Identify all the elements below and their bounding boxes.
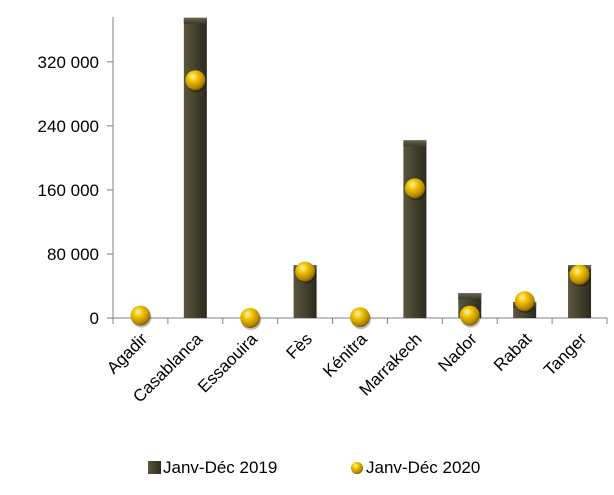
legend-label-2019: Janv-Déc 2019 bbox=[163, 458, 277, 477]
legend-item-2020: Janv-Déc 2020 bbox=[351, 458, 480, 477]
marker-ball bbox=[130, 305, 151, 326]
y-tick-label: 80 000 bbox=[47, 245, 99, 264]
marker-nador bbox=[459, 305, 481, 328]
marker-fès bbox=[295, 261, 317, 284]
y-tick-label: 0 bbox=[90, 309, 99, 328]
x-tick-label: Essaouira bbox=[194, 329, 261, 396]
marker-essaouira bbox=[240, 308, 262, 330]
marker-ball bbox=[185, 70, 206, 91]
axes bbox=[107, 17, 608, 324]
x-tick-label: Nador bbox=[434, 329, 480, 375]
bar-cap bbox=[403, 140, 427, 147]
x-tick-label: Fès bbox=[282, 329, 315, 362]
marker-kénitra bbox=[350, 307, 371, 330]
x-tick-label: Tanger bbox=[540, 329, 590, 379]
y-tick-label: 240 000 bbox=[38, 117, 99, 136]
bar-cap bbox=[183, 17, 207, 24]
x-tick-label: Kénitra bbox=[319, 329, 371, 381]
y-tick-label: 160 000 bbox=[38, 181, 99, 200]
legend-marker-2020 bbox=[351, 462, 363, 474]
marker-ball bbox=[404, 178, 425, 199]
marker-ball bbox=[350, 307, 370, 328]
bar-body bbox=[403, 140, 427, 318]
y-axis-tick-labels: 0 80 000 160 000 240 000 320 000 bbox=[38, 53, 99, 328]
bar-casablanca bbox=[183, 17, 207, 318]
marker-casablanca bbox=[185, 70, 207, 93]
marker-series-2020 bbox=[130, 70, 591, 330]
marker-ball bbox=[240, 308, 261, 328]
x-tick-label: Rabat bbox=[490, 329, 536, 375]
marker-agadir bbox=[130, 305, 152, 328]
legend: Janv-Déc 2019 Janv-Déc 2020 bbox=[148, 458, 480, 477]
marker-ball bbox=[569, 264, 590, 285]
marker-rabat bbox=[514, 291, 536, 314]
marker-tanger bbox=[569, 264, 591, 287]
legend-swatch-2019 bbox=[148, 461, 161, 474]
bar-series-2019 bbox=[183, 17, 592, 318]
marker-ball bbox=[514, 291, 535, 312]
y-tick-label: 320 000 bbox=[38, 53, 99, 72]
marker-ball bbox=[459, 305, 480, 326]
legend-label-2020: Janv-Déc 2020 bbox=[366, 458, 480, 477]
marker-marrakech bbox=[404, 178, 426, 201]
x-tick-label: Agadir bbox=[103, 329, 151, 377]
bar-cap bbox=[458, 293, 482, 300]
marker-ball bbox=[295, 261, 316, 282]
legend-item-2019: Janv-Déc 2019 bbox=[148, 458, 277, 477]
bar-marrakech bbox=[403, 140, 427, 318]
bar-body bbox=[183, 17, 207, 318]
